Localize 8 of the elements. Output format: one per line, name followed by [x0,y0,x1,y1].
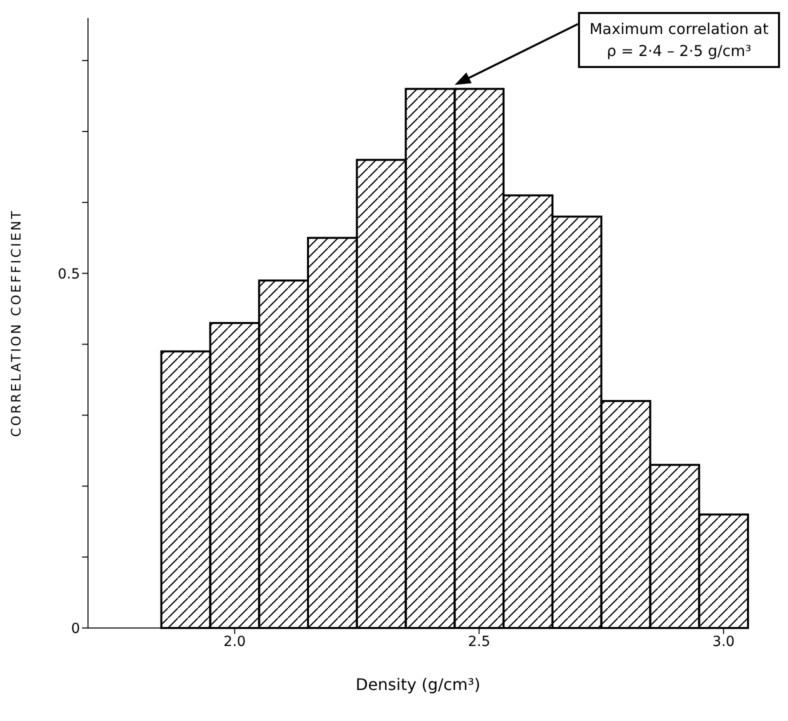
y-tick-label: 0 [71,620,80,637]
y-axis-title: CORRELATION COEFFICIENT [10,209,25,437]
x-tick-label: 2.0 [224,634,246,650]
x-tick-label: 3.0 [712,634,735,650]
annotation: Maximum correlation at ρ = 2·4 – 2·5 g/cm³ [578,12,780,68]
x-tick-label: 2.5 [468,634,490,650]
y-tick-label: 0.5 [58,266,80,282]
x-axis-title: Density (g/cm³) [356,675,480,694]
